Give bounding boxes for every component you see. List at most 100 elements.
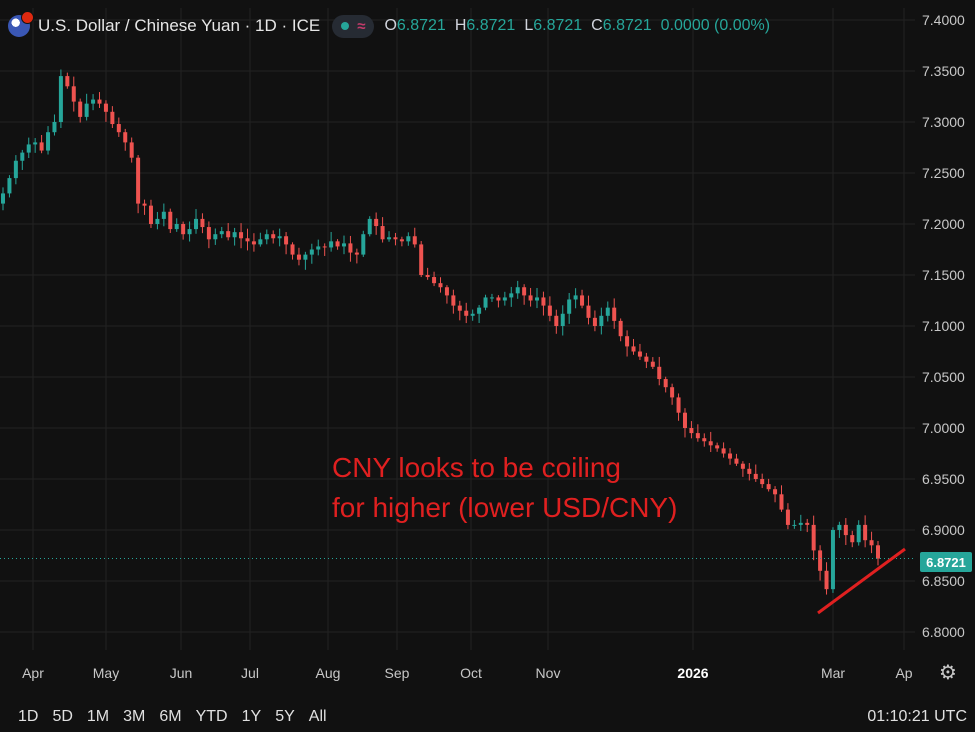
candle-body <box>419 244 424 275</box>
candle-body <box>618 320 623 337</box>
low-value: 6.8721 <box>533 17 583 34</box>
candle-body <box>644 356 649 362</box>
timeframe-all[interactable]: All <box>308 708 327 725</box>
candle-body <box>296 254 301 260</box>
candle-body <box>361 234 366 255</box>
timeframe-1d[interactable]: 1D <box>18 708 39 725</box>
candle-body <box>329 241 334 248</box>
symbol-title[interactable]: U.S. Dollar / Chinese Yuan · 1D · ICE <box>38 16 321 35</box>
candle-body <box>58 76 63 122</box>
candle-body <box>785 509 790 525</box>
x-tick-label: Nov <box>536 665 561 681</box>
bottom-toolbar: 1D 5D 1M 3M 6M YTD 1Y 5Y All 01:10:21 UTC <box>0 702 975 732</box>
candle-body <box>116 124 121 133</box>
candle-body <box>483 297 488 308</box>
candle-body <box>470 313 475 316</box>
candle-body <box>670 387 675 398</box>
candle-body <box>39 142 44 151</box>
candle-body <box>721 448 726 454</box>
candle-body <box>303 254 308 260</box>
candle-body <box>148 205 153 224</box>
candle-body <box>637 351 642 357</box>
candle-body <box>387 237 392 240</box>
timeframe-3m[interactable]: 3M <box>123 708 146 725</box>
candle-body <box>830 530 835 590</box>
candle-body <box>399 239 404 242</box>
annotation-line-1: CNY looks to be coiling <box>332 452 621 483</box>
candle-body <box>181 224 186 235</box>
y-tick-label: 7.0000 <box>922 420 965 436</box>
candle-body <box>91 99 96 104</box>
candle-body <box>843 524 848 536</box>
candle-body <box>811 524 816 551</box>
candle-body <box>142 203 147 206</box>
utc-clock[interactable]: 01:10:21 UTC <box>867 708 967 725</box>
candle-body <box>876 545 880 559</box>
close-label: C <box>591 17 603 34</box>
usd-cny-flag-icon <box>8 11 34 37</box>
candle-body <box>805 522 810 525</box>
candle-body <box>528 295 533 301</box>
timeframe-selector: 1D 5D 1M 3M 6M YTD 1Y 5Y All <box>18 708 327 726</box>
candle-body <box>766 484 771 490</box>
candle-body <box>708 441 713 446</box>
candle-body <box>792 524 797 526</box>
candle-body <box>734 458 739 464</box>
candle-body <box>213 234 218 240</box>
timeframe-5y[interactable]: 5Y <box>275 708 295 725</box>
candle-body <box>84 103 89 117</box>
candle-body <box>65 76 70 87</box>
candle-body <box>457 305 462 311</box>
candle-body <box>277 236 282 239</box>
x-tick-label: Jun <box>170 665 193 681</box>
candle-body <box>869 540 874 546</box>
candle-body <box>689 428 694 434</box>
timeframe-ytd[interactable]: YTD <box>195 708 228 725</box>
candle-body <box>239 232 244 239</box>
timeframe-1y[interactable]: 1Y <box>241 708 262 725</box>
y-tick-label: 6.8000 <box>922 624 965 640</box>
candle-body <box>52 122 57 133</box>
ohlc-values: O6.8721 H6.8721 L6.8721 C6.8721 0.0000 (… <box>384 17 770 35</box>
cny-flag-badge-icon <box>21 11 34 24</box>
timeframe-5d[interactable]: 5D <box>52 708 73 725</box>
x-tick-label: May <box>93 665 119 681</box>
candle-body <box>599 315 604 326</box>
y-tick-label: 7.4000 <box>922 12 965 28</box>
candle-body <box>451 295 456 306</box>
candle-body <box>502 297 507 301</box>
candle-body <box>663 379 668 388</box>
timeframe-6m[interactable]: 6M <box>159 708 182 725</box>
y-tick-label: 7.0500 <box>922 369 965 385</box>
candle-body <box>702 438 707 442</box>
candle-body <box>129 142 134 158</box>
y-tick-label: 7.3500 <box>922 63 965 79</box>
market-status-pill[interactable]: ≈ <box>332 14 375 38</box>
y-tick-label: 6.9500 <box>922 471 965 487</box>
open-value: 6.8721 <box>396 17 446 34</box>
candle-body <box>509 293 514 298</box>
candle-body <box>760 479 765 485</box>
candle-body <box>161 211 166 219</box>
candle-body <box>1 193 5 204</box>
y-tick-label: 7.1500 <box>922 267 965 283</box>
time-axis[interactable]: Apr May Jun Jul Aug Sep Oct Nov 2026 Mar Ap <box>22 665 913 681</box>
price-axis[interactable]: 7.4000 7.3500 7.3000 7.2500 7.2000 7.1500 7.10… <box>922 12 965 640</box>
candle-body <box>194 218 199 230</box>
candle-body <box>432 277 437 284</box>
data-delay-icon: ≈ <box>357 17 366 35</box>
candle-body <box>779 494 784 510</box>
gear-icon[interactable]: ⚙ <box>939 662 957 684</box>
candle-body <box>856 524 861 543</box>
candle-body <box>367 218 372 235</box>
timeframe-1m[interactable]: 1M <box>86 708 110 725</box>
candle-body <box>26 144 31 153</box>
candle-body <box>136 157 141 204</box>
candle-body <box>592 317 597 326</box>
candle-body <box>123 132 128 143</box>
candle-body <box>271 234 276 239</box>
candle-body <box>284 236 289 245</box>
candle-body <box>46 132 51 151</box>
candle-body <box>715 445 720 449</box>
